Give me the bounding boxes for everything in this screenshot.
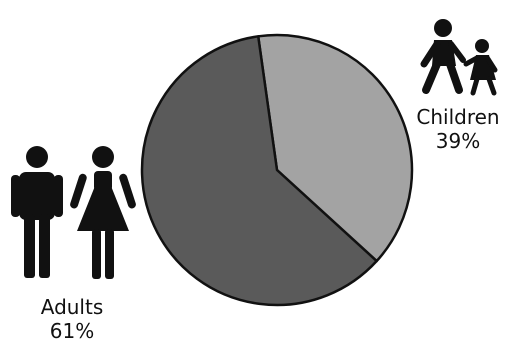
children-icon (420, 19, 498, 96)
children-label: Children (416, 105, 500, 129)
pie-slice-adults (140, 35, 378, 307)
pie-slices (140, 33, 414, 307)
adults-icon (11, 146, 136, 279)
adults-percent: 61% (49, 319, 95, 343)
adults-label: Adults (40, 295, 104, 319)
children-percent: 39% (435, 129, 481, 153)
pie-slice-children (256, 33, 414, 263)
